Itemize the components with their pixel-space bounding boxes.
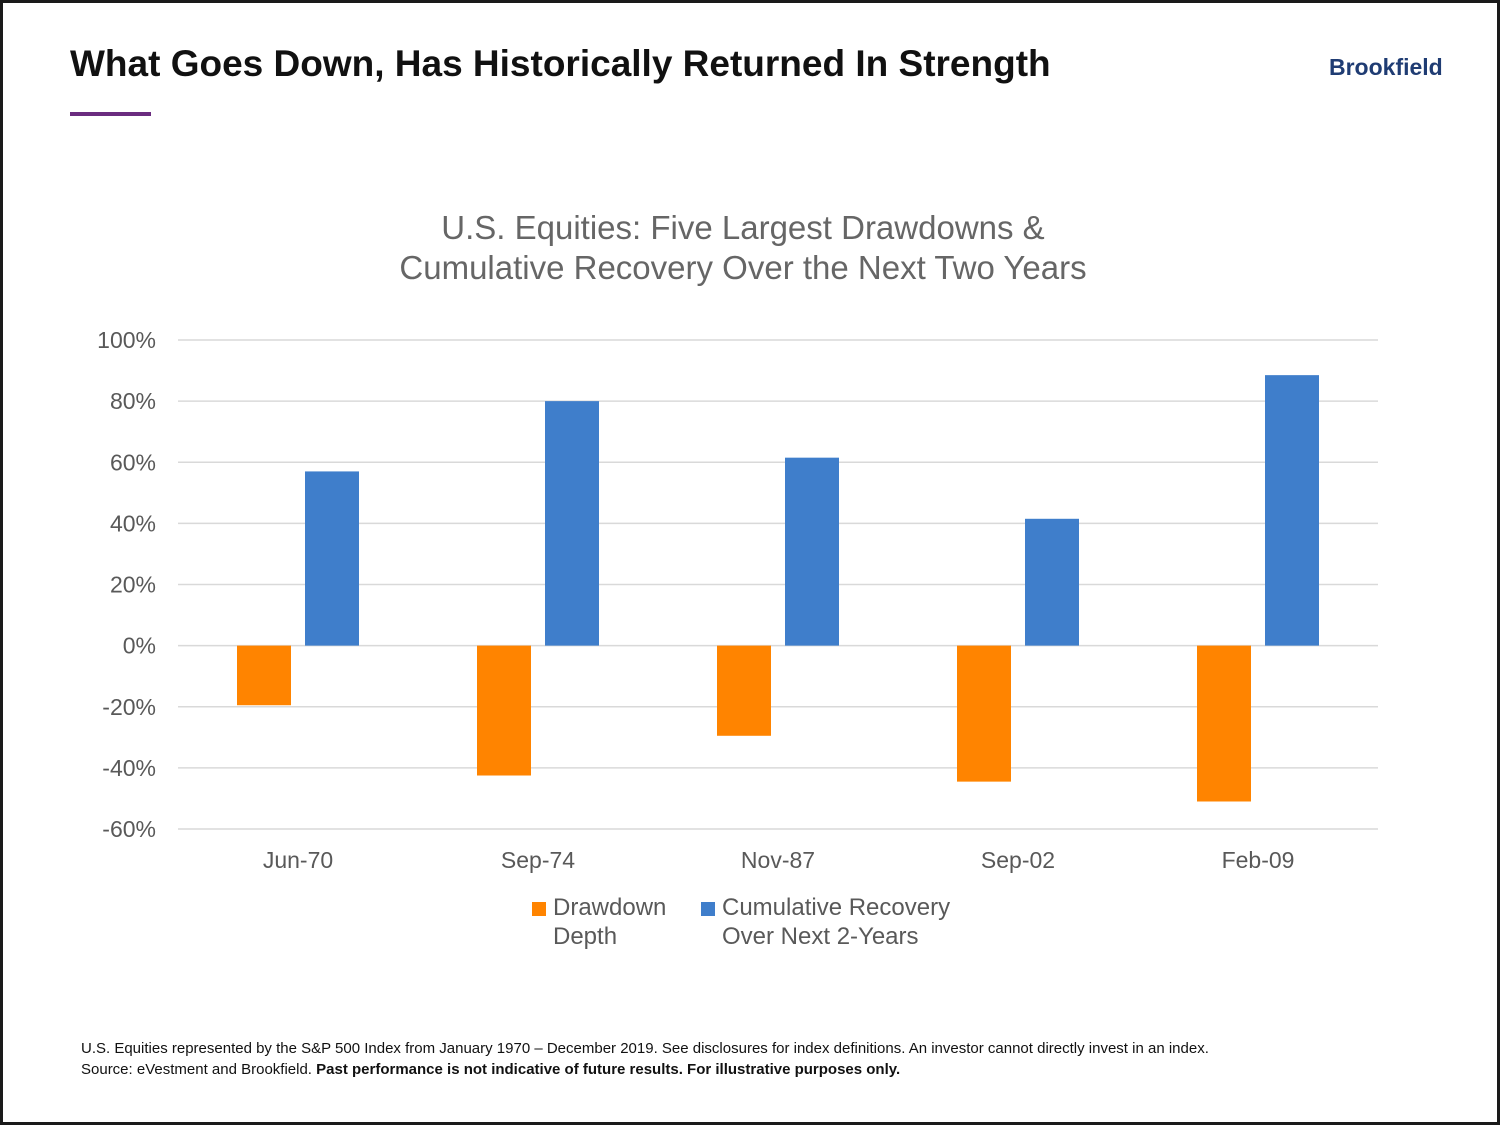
brand-logo: Brookfield <box>1329 54 1443 80</box>
y-tick-label: -60% <box>102 816 156 842</box>
legend-label-recovery: Cumulative Recovery Over Next 2-Years <box>722 893 950 951</box>
chart-title-line-2: Cumulative Recovery Over the Next Two Ye… <box>399 249 1087 286</box>
bar-recovery <box>785 457 839 646</box>
y-tick-label: 80% <box>110 388 156 414</box>
footnote: U.S. Equities represented by the S&P 500… <box>81 1038 1209 1080</box>
footnote-source: Source: eVestment and Brookfield. <box>81 1061 317 1078</box>
x-tick-label: Nov-87 <box>741 847 815 873</box>
y-tick-label: 100% <box>97 327 156 353</box>
bar-drawdown <box>957 645 1011 782</box>
x-tick-label: Sep-74 <box>501 847 575 873</box>
y-tick-label: 60% <box>110 449 156 475</box>
bar-recovery <box>1265 375 1319 646</box>
bar-recovery <box>1025 518 1079 646</box>
legend-swatch-recovery <box>701 902 715 916</box>
title-accent-rule <box>70 112 151 116</box>
chart-title: U.S. Equities: Five Largest Drawdowns & … <box>243 208 1243 288</box>
legend-label-drawdown-line-2: Depth <box>553 923 618 950</box>
bar-recovery <box>545 401 599 646</box>
footnote-line-1: U.S. Equities represented by the S&P 500… <box>81 1040 1209 1057</box>
footnote-line-2: Source: eVestment and Brookfield. Past p… <box>81 1059 1209 1080</box>
x-tick-label: Jun-70 <box>263 847 333 873</box>
legend-label-recovery-line-2: Over Next 2-Years <box>722 923 919 950</box>
bar-recovery <box>305 471 359 646</box>
legend-label-recovery-line-1: Cumulative Recovery <box>722 894 951 921</box>
chart-title-line-1: U.S. Equities: Five Largest Drawdowns & <box>441 209 1045 246</box>
bar-drawdown <box>1197 645 1251 802</box>
y-tick-label: -40% <box>102 755 156 781</box>
y-tick-label: 0% <box>123 633 156 659</box>
legend-label-drawdown: Drawdown Depth <box>553 893 666 951</box>
legend-label-drawdown-line-1: Drawdown <box>553 894 667 921</box>
x-tick-label: Feb-09 <box>1222 847 1295 873</box>
bar-drawdown <box>717 645 771 736</box>
bar-drawdown <box>477 645 531 776</box>
bar-chart: 100% 80% 60% 40% 20% 0% -20% -40% -60% Jun-70 Sep-… <box>97 327 1378 873</box>
y-tick-label: 20% <box>110 572 156 598</box>
slide-title: What Goes Down, Has Historically Returne… <box>70 43 1051 84</box>
y-tick-label: -20% <box>102 694 156 720</box>
legend-item-drawdown: Drawdown Depth <box>532 893 666 951</box>
x-tick-label: Sep-02 <box>981 847 1055 873</box>
footnote-disclaimer: Past performance is not indicative of fu… <box>316 1061 901 1078</box>
bar-drawdown <box>237 645 291 706</box>
y-tick-label: 40% <box>110 510 156 536</box>
legend-item-recovery: Cumulative Recovery Over Next 2-Years <box>701 893 950 951</box>
legend-swatch-drawdown <box>532 902 546 916</box>
